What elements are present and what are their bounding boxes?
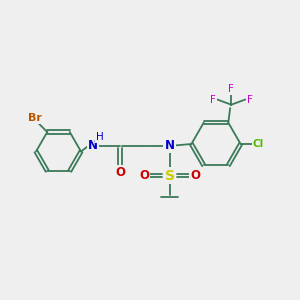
Text: H: H	[96, 132, 104, 142]
Text: Cl: Cl	[253, 139, 264, 149]
Text: S: S	[164, 169, 175, 182]
Text: O: O	[139, 169, 149, 182]
Text: F: F	[228, 84, 234, 94]
Text: N: N	[164, 139, 175, 152]
Text: N: N	[88, 139, 98, 152]
Text: O: O	[190, 169, 200, 182]
Text: Br: Br	[28, 113, 42, 123]
Text: O: O	[115, 166, 125, 179]
Text: F: F	[247, 94, 253, 105]
Text: F: F	[210, 94, 216, 105]
